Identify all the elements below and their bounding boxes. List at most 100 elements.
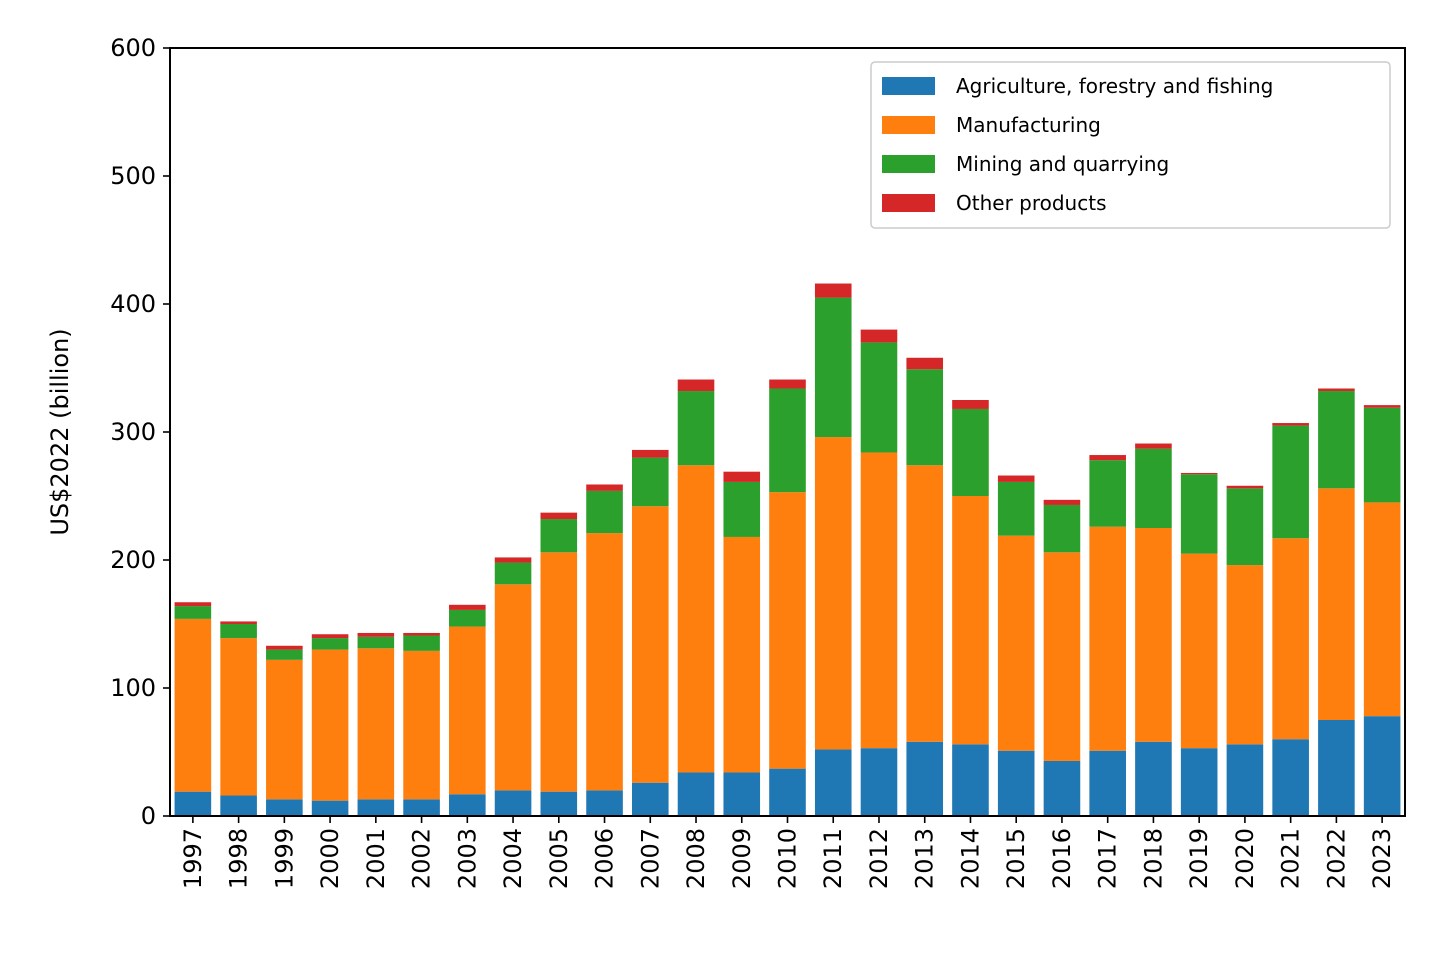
x-tick-label: 2020 [1231, 828, 1259, 889]
x-tick-label: 2010 [774, 828, 802, 889]
bar-2013-series-3 [906, 357, 944, 370]
y-tick-label: 500 [110, 162, 156, 190]
bar-2008-series-3 [677, 379, 715, 392]
bar-2019-series-1 [1180, 553, 1218, 749]
legend-label: Other products [956, 191, 1107, 215]
bar-2012-series-2 [860, 342, 898, 453]
x-tick-label: 2023 [1368, 828, 1396, 889]
bar-2019-series-2 [1180, 474, 1218, 554]
bar-2003-series-0 [449, 794, 486, 816]
bar-2020-series-1 [1226, 565, 1264, 745]
bar-2022-series-3 [1318, 388, 1355, 392]
x-tick-label: 2003 [453, 828, 481, 889]
x-tick-label: 2021 [1277, 828, 1305, 889]
bar-2007-series-2 [631, 457, 669, 507]
bar-2001-series-2 [357, 636, 395, 649]
bar-2005-series-1 [540, 552, 578, 792]
bar-2010-series-0 [769, 768, 806, 816]
bar-2010-series-2 [769, 388, 806, 493]
y-tick-label: 0 [141, 802, 156, 830]
bar-2017-series-2 [1089, 460, 1126, 527]
y-tick-label: 100 [110, 674, 156, 702]
x-tick-label: 2022 [1322, 828, 1350, 889]
bar-2006-series-0 [586, 790, 623, 816]
bar-2008-series-0 [677, 772, 715, 816]
x-tick-label: 2016 [1048, 828, 1076, 889]
bar-1998-series-0 [220, 795, 257, 816]
bar-1999-series-0 [266, 799, 303, 816]
y-axis: 0 100 200 300 400 500 600 [110, 34, 170, 830]
bar-2022-series-0 [1318, 720, 1355, 816]
bar-2011-series-3 [814, 283, 852, 298]
bar-2003-series-1 [449, 626, 486, 795]
bar-2011-series-0 [814, 749, 852, 816]
bar-2015-series-2 [997, 481, 1035, 536]
x-tick-label: 2005 [545, 828, 573, 889]
bar-2007-series-3 [631, 449, 669, 458]
bars-layer [174, 283, 1401, 816]
bar-2008-series-2 [677, 391, 715, 466]
bar-1999-series-1 [266, 659, 303, 800]
bar-2019-series-3 [1180, 472, 1218, 475]
bar-2008-series-1 [677, 465, 715, 773]
bar-2011-series-1 [814, 437, 852, 750]
bar-2002-series-0 [403, 799, 440, 816]
y-tick-label: 600 [110, 34, 156, 62]
bar-2018-series-2 [1135, 448, 1172, 528]
bar-2015-series-3 [997, 475, 1035, 482]
x-tick-label: 1999 [270, 828, 298, 889]
bar-2021-series-3 [1272, 423, 1309, 426]
bar-2012-series-0 [860, 748, 898, 816]
bar-2019-series-0 [1180, 748, 1218, 816]
bar-2018-series-3 [1135, 443, 1172, 449]
x-tick-label: 2004 [499, 828, 527, 889]
y-tick-label: 300 [110, 418, 156, 446]
bar-2023-series-0 [1363, 716, 1401, 816]
bar-2017-series-1 [1089, 526, 1126, 751]
bar-2013-series-0 [906, 741, 944, 816]
x-tick-label: 2012 [865, 828, 893, 889]
bar-1998-series-1 [220, 638, 257, 796]
bar-2001-series-3 [357, 632, 395, 637]
bar-2009-series-2 [723, 481, 761, 537]
bar-2006-series-1 [586, 533, 623, 791]
x-tick-label: 2011 [819, 828, 847, 889]
x-tick-label: 2001 [362, 828, 390, 889]
x-tick-label: 2007 [636, 828, 664, 889]
legend: Agriculture, forestry and fishing Manufac… [870, 61, 1391, 229]
bar-2014-series-0 [952, 744, 989, 816]
legend-swatch [882, 194, 935, 212]
bar-2006-series-3 [586, 484, 623, 491]
bar-2007-series-0 [631, 782, 669, 816]
bar-1999-series-3 [266, 645, 303, 650]
x-tick-label: 2017 [1094, 828, 1122, 889]
bar-2011-series-2 [814, 297, 852, 438]
bar-2001-series-0 [357, 799, 395, 816]
bar-1997-series-0 [174, 791, 212, 816]
x-tick-label: 1997 [179, 828, 207, 889]
bar-2021-series-2 [1272, 425, 1309, 539]
bar-2022-series-2 [1318, 391, 1355, 489]
x-tick-label: 2019 [1185, 828, 1213, 889]
bar-1998-series-3 [220, 621, 257, 624]
bar-2000-series-3 [311, 634, 349, 639]
bar-2004-series-1 [494, 584, 532, 791]
y-tick-label: 200 [110, 546, 156, 574]
x-tick-label: 2013 [911, 828, 939, 889]
bar-2016-series-0 [1043, 760, 1081, 816]
bar-1999-series-2 [266, 649, 303, 660]
bar-2009-series-0 [723, 772, 761, 816]
bar-2023-series-1 [1363, 502, 1401, 717]
bar-2004-series-2 [494, 562, 532, 585]
bar-1997-series-2 [174, 606, 212, 619]
bar-2018-series-0 [1135, 741, 1172, 816]
bar-2016-series-1 [1043, 552, 1081, 761]
x-axis: 1997 1998 1999 2000 2001 2002 2003 2004 2005 2006… [179, 816, 1396, 889]
bar-2000-series-0 [311, 800, 349, 816]
bar-2003-series-2 [449, 609, 486, 627]
bar-2016-series-2 [1043, 504, 1081, 553]
bar-2012-series-3 [860, 329, 898, 343]
legend-swatch [882, 155, 935, 173]
bar-2010-series-1 [769, 492, 806, 769]
legend-box [870, 61, 1391, 229]
